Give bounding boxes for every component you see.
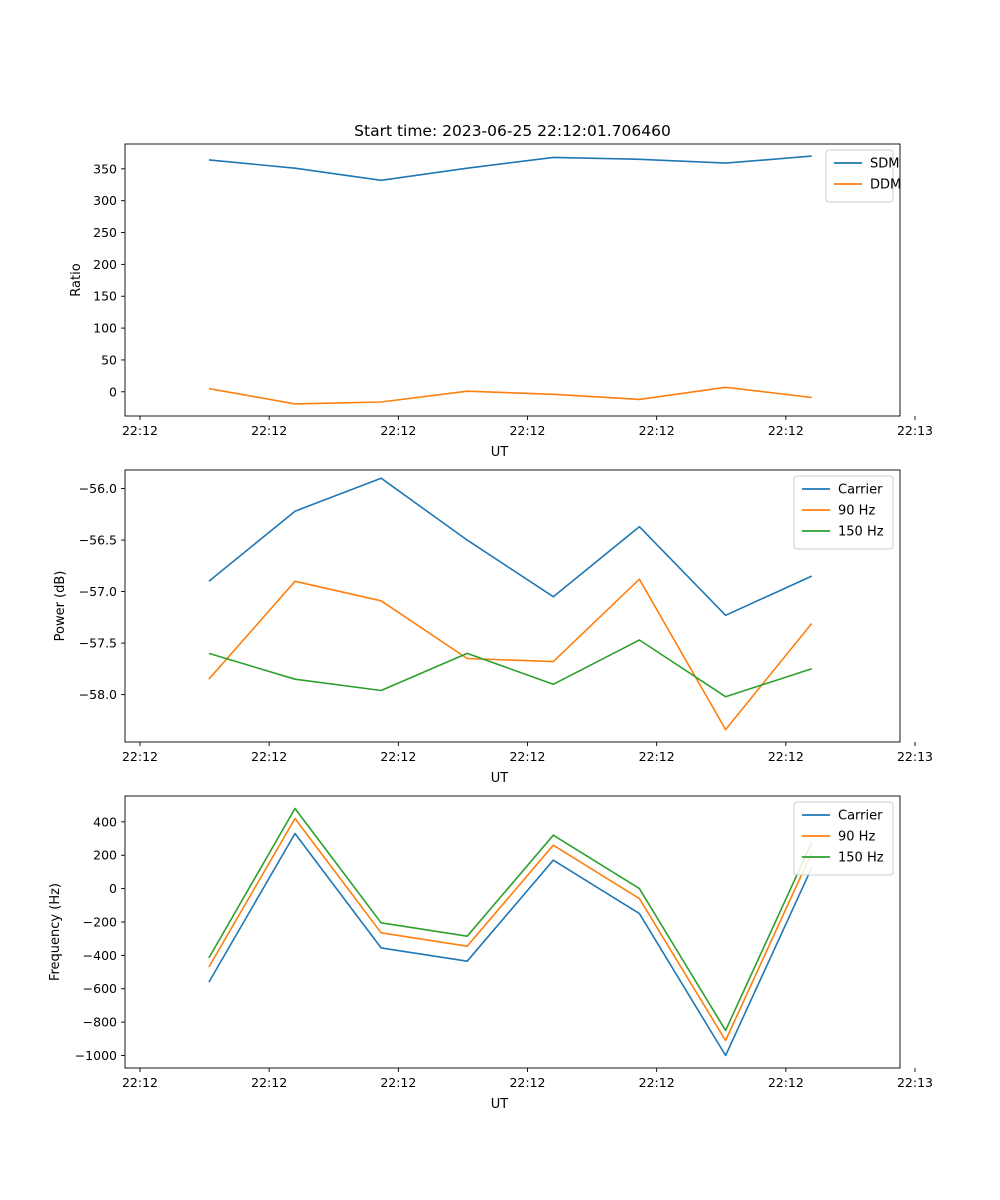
x-tick-label: 22:12 [509, 1075, 545, 1090]
series-line-carrier [208, 832, 813, 1057]
x-tick-label: 22:12 [380, 749, 416, 764]
y-tick-label: 200 [93, 848, 117, 863]
y-tick-label: −56.5 [79, 533, 117, 548]
legend-label: Carrier [838, 483, 883, 498]
y-tick-label: −400 [83, 948, 117, 963]
x-tick-label: 22:12 [509, 423, 545, 438]
legend-label: DDM [870, 178, 901, 193]
legend-label: 150 Hz [838, 525, 884, 540]
x-tick-label: 22:12 [639, 749, 675, 764]
y-tick-label: 350 [93, 161, 117, 176]
y-tick-label: −57.0 [79, 584, 117, 599]
x-tick-label: 22:12 [639, 423, 675, 438]
legend-label: 90 Hz [838, 504, 875, 519]
x-tick-label: 22:12 [768, 423, 804, 438]
y-axis-label: Ratio [69, 263, 84, 296]
y-tick-label: −200 [83, 914, 117, 929]
x-tick-label: 22:13 [897, 423, 933, 438]
series-line-carrier [208, 477, 813, 617]
legend: Carrier 90 Hz 150 Hz [793, 475, 894, 550]
series-line-90-hz [208, 578, 813, 731]
legend-label: SDM [870, 157, 899, 172]
legend-label: 90 Hz [838, 830, 875, 845]
x-tick-label: 22:12 [122, 423, 158, 438]
axes-frame [124, 469, 901, 743]
x-tick-label: 22:12 [768, 749, 804, 764]
y-tick-label: 300 [93, 193, 117, 208]
x-tick-label: 22:12 [509, 749, 545, 764]
y-tick-label: −600 [83, 981, 117, 996]
series-line-ddm [208, 386, 812, 405]
series-line-90-hz [208, 817, 813, 1042]
y-tick-label: 150 [93, 289, 117, 304]
y-tick-label: −56.0 [79, 481, 117, 496]
frequency-panel: 22:12 22:12 22:12 22:12 22:12 22:12 22:13 −1000… [48, 795, 933, 1112]
y-tick-label: 200 [93, 257, 117, 272]
x-tick-label: 22:12 [639, 1075, 675, 1090]
y-tick-label: 0 [109, 384, 117, 399]
power-panel: 22:12 22:12 22:12 22:12 22:12 22:12 22:13 −58.0… [53, 469, 933, 786]
x-tick-label: 22:13 [897, 749, 933, 764]
y-tick-label: 0 [109, 881, 117, 896]
y-tick-label: 250 [93, 225, 117, 240]
y-axis-label: Power (dB) [53, 571, 68, 642]
x-tick-label: 22:12 [251, 749, 287, 764]
series-line-150-hz [208, 807, 813, 1032]
legend-label: Carrier [838, 809, 883, 824]
y-tick-label: 50 [101, 352, 117, 367]
y-axis-label: Frequency (Hz) [48, 883, 63, 981]
x-tick-label: 22:12 [251, 1075, 287, 1090]
x-tick-label: 22:12 [768, 1075, 804, 1090]
x-axis-label: UT [491, 1097, 509, 1112]
x-tick-label: 22:12 [122, 749, 158, 764]
x-tick-label: 22:12 [380, 423, 416, 438]
x-axis-label: UT [491, 771, 509, 786]
legend-label: 150 Hz [838, 851, 884, 866]
legend: Carrier 90 Hz 150 Hz [793, 801, 894, 876]
x-tick-label: 22:12 [122, 1075, 158, 1090]
y-tick-label: −800 [83, 1015, 117, 1030]
x-tick-label: 22:12 [380, 1075, 416, 1090]
series-line-150-hz [208, 639, 812, 698]
axes-frame [124, 795, 901, 1069]
x-tick-label: 22:12 [251, 423, 287, 438]
y-tick-label: −57.5 [79, 636, 117, 651]
legend: SDM DDM [825, 149, 901, 203]
chart-title: Start time: 2023-06-25 22:12:01.706460 [354, 122, 671, 140]
y-tick-label: 100 [93, 321, 117, 336]
y-tick-label: −58.0 [79, 687, 117, 702]
axes-frame [124, 143, 901, 417]
y-tick-label: −1000 [75, 1048, 117, 1063]
x-tick-label: 22:13 [897, 1075, 933, 1090]
series-line-sdm [208, 155, 812, 182]
ratio-panel: 22:12 22:12 22:12 22:12 22:12 22:12 22:13 0 50 10… [69, 143, 933, 460]
x-axis-label: UT [491, 445, 509, 460]
y-tick-label: 400 [93, 814, 117, 829]
